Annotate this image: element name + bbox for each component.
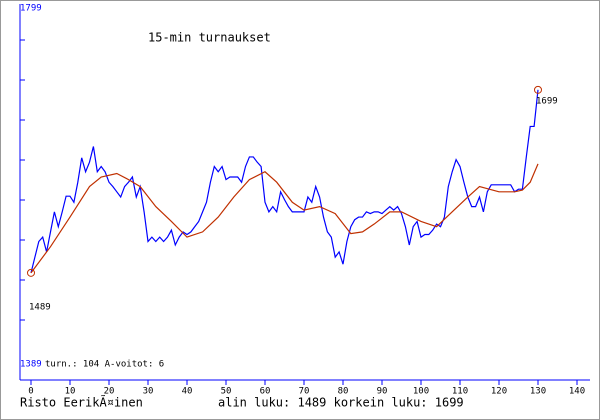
annotation: 1699	[536, 96, 558, 106]
y-tick-label: 1799	[20, 4, 42, 14]
author: Risto EerikÃ¤inen	[20, 395, 143, 410]
x-tick-label: 130	[530, 387, 546, 397]
x-tick-label: 10	[65, 387, 76, 397]
x-tick-label: 90	[377, 387, 388, 397]
x-tick-label: 110	[452, 387, 468, 397]
extreme-marker	[27, 268, 35, 277]
extreme-marker	[534, 85, 542, 94]
chart-title: 15-min turnaukset	[148, 31, 271, 45]
x-tick-label: 80	[338, 387, 349, 397]
y-tick-label: 1389	[20, 360, 42, 370]
x-tick-label: 140	[569, 387, 585, 397]
y-minor-ticks	[20, 39, 25, 321]
x-tick-label: 50	[221, 387, 232, 397]
x-tick-label: 30	[143, 387, 154, 397]
x-tick-label: 120	[491, 387, 507, 397]
x-tick-label: 70	[299, 387, 310, 397]
x-tick-label: 20	[104, 387, 115, 397]
series-line	[30, 89, 539, 273]
x-tick-label: 0	[28, 387, 33, 397]
series-line	[30, 163, 539, 274]
x-tick-label: 40	[182, 387, 193, 397]
stats: alin luku: 1489 korkein luku: 1699	[218, 396, 464, 410]
annotation: turn.: 104 A-voitot: 6	[45, 360, 164, 370]
x-tick-label: 100	[413, 387, 429, 397]
x-tick-label: 60	[260, 387, 271, 397]
annotation: 1489	[29, 302, 51, 312]
